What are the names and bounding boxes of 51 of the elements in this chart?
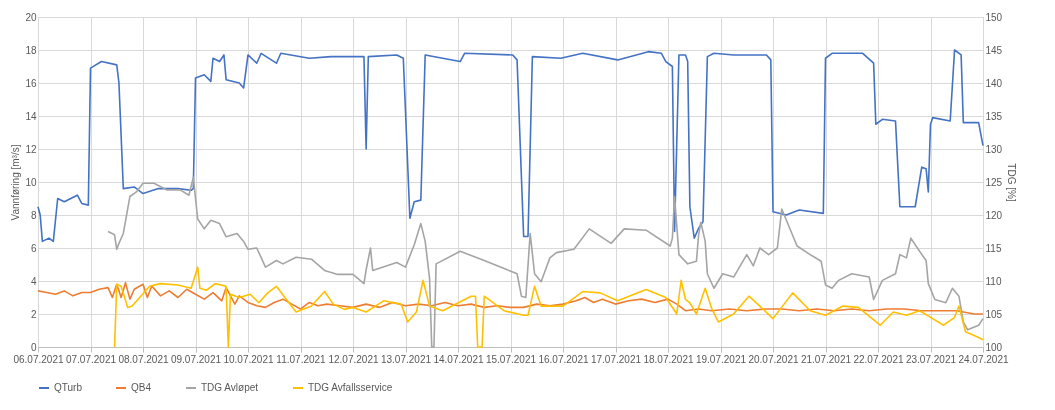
y2-tick-label: 150: [985, 11, 1003, 23]
y-tick-label: 0: [30, 341, 37, 353]
x-tick-label: 10.07.2021: [223, 353, 274, 365]
y2-tick-label: 110: [985, 275, 1002, 287]
x-tick-label: 16.07.2021: [538, 353, 589, 365]
y2-tick-label: 135: [985, 110, 1003, 122]
y-tick-label: 18: [25, 44, 37, 56]
x-tick-label: 06.07.2021: [13, 353, 64, 365]
x-tick-label: 08.07.2021: [118, 353, 169, 365]
legend-label: TDG Avløpet: [201, 382, 259, 393]
y-tick-label: 14: [25, 110, 37, 122]
y-tick-label: 2: [30, 308, 37, 320]
x-tick-label: 24.07.2021: [958, 353, 1009, 365]
x-tick-label: 20.07.2021: [748, 353, 799, 365]
x-tick-label: 21.07.2021: [800, 353, 852, 365]
y2-tick-label: 105: [985, 308, 1003, 320]
x-tick-label: 22.07.2021: [853, 353, 904, 365]
x-tick-label: 17.07.2021: [590, 353, 642, 365]
line-series: [107, 176, 984, 348]
x-tick-label: 19.07.2021: [695, 353, 747, 365]
y-axis-title: Vannføring [m³/s]: [10, 144, 22, 221]
x-tick-label: 13.07.2021: [380, 353, 432, 365]
x-tick-label: 15.07.2021: [485, 353, 537, 365]
x-tick-label: 14.07.2021: [433, 353, 484, 365]
y2-tick-label: 125: [985, 176, 1003, 188]
line-series: [113, 266, 984, 348]
y-tick-label: 6: [30, 242, 37, 254]
x-tick-label: 07.07.2021: [65, 353, 117, 365]
y2-tick-label: 140: [985, 77, 1003, 89]
y-tick-label: 10: [25, 176, 37, 188]
line-series: [37, 49, 984, 243]
y-tick-label: 8: [30, 209, 37, 221]
y2-tick-label: 115: [985, 242, 1002, 254]
y-tick-label: 16: [25, 77, 37, 89]
x-tick-label: 11.07.2021: [276, 353, 327, 365]
x-tick-label: 12.07.2021: [328, 353, 379, 365]
legend-label: QB4: [131, 382, 152, 393]
legend-label: TDG Avfallsservice: [308, 382, 393, 393]
y2-tick-label: 145: [985, 44, 1003, 56]
x-tick-label: 18.07.2021: [643, 353, 694, 365]
y-tick-label: 12: [25, 143, 37, 155]
x-tick-label: 09.07.2021: [170, 353, 222, 365]
y2-tick-label: 120: [985, 209, 1003, 221]
x-tick-label: 23.07.2021: [905, 353, 957, 365]
y2-tick-label: 100: [985, 341, 1003, 353]
y2-tick-label: 130: [985, 143, 1003, 155]
y2-axis-title: TDG [%]: [1006, 163, 1018, 202]
y-tick-label: 20: [25, 11, 37, 23]
y-tick-label: 4: [30, 275, 37, 287]
line-series: [37, 281, 984, 315]
legend-label: QTurb: [54, 382, 83, 393]
